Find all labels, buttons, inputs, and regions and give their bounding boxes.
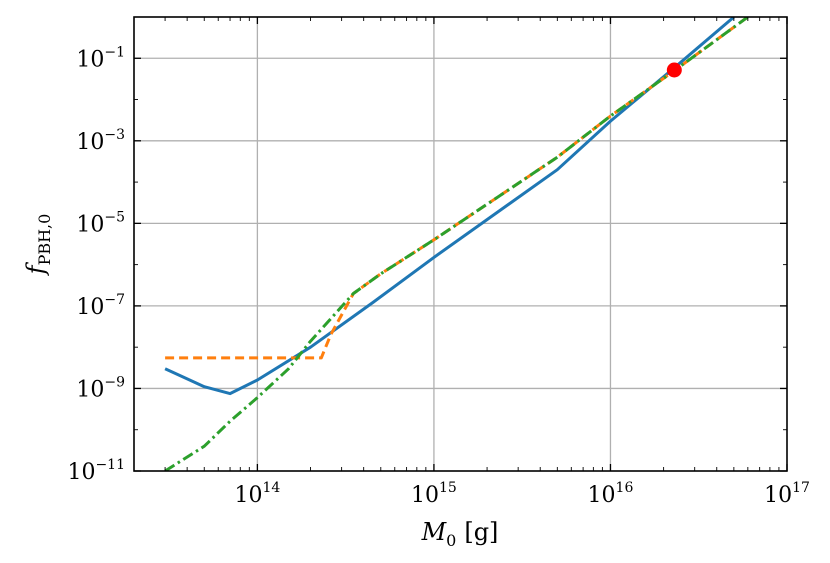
x-tick-label-3: 1017 — [764, 480, 810, 508]
series-layer — [164, 17, 749, 471]
point-marker-0 — [666, 62, 682, 78]
x-axis-label: M0 [g] — [421, 518, 499, 550]
y-axis-label: fPBH,0 — [22, 214, 54, 277]
y-tick-label-1: 10−9 — [76, 374, 125, 402]
plot-frame — [133, 16, 788, 472]
series-line-0 — [164, 17, 735, 396]
x-tick-label-2: 1016 — [588, 480, 634, 508]
y-tick-label-5: 10−1 — [76, 44, 125, 72]
y-tick-label-0: 10−11 — [67, 457, 125, 485]
ticks — [134, 17, 788, 472]
y-tick-label-3: 10−5 — [76, 209, 125, 237]
y-tick-label-2: 10−7 — [76, 292, 125, 320]
series-line-2 — [164, 17, 749, 471]
x-tick-label-1: 1015 — [411, 480, 457, 508]
tick-labels: 1014 1015 1016 1017 10−11 10−9 10−7 10−5 10−3 10−… — [67, 44, 809, 508]
marker-layer — [666, 62, 682, 78]
series-line-1 — [165, 17, 749, 360]
x-tick-label-0: 1014 — [234, 480, 280, 508]
grid — [134, 17, 787, 471]
y-tick-label-4: 10−3 — [76, 127, 125, 155]
